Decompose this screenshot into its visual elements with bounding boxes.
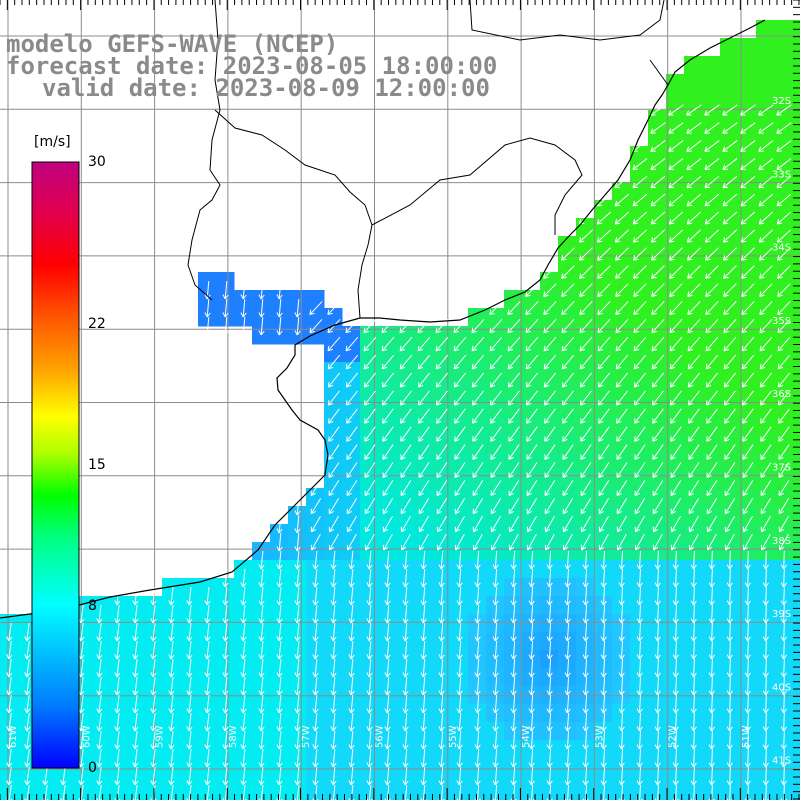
border-line-north [469,0,669,86]
longitude-labels: 61W60W59W58W57W56W55W54W53W52W51W50W [8,725,752,748]
lon-label-59w: 59W [155,725,166,748]
lat-label-32s: 32S [772,96,791,107]
lon-label-51w: 51W [741,725,752,748]
lat-label-38s: 38S [772,536,791,547]
lat-label-36s: 36S [772,389,791,400]
lat-label-33s: 33S [772,169,791,180]
wind-direction-arrows [6,104,792,800]
lon-label-53w: 53W [594,725,605,748]
colorbar-tick-8: 8 [88,598,97,615]
lon-label-60w: 60W [81,725,92,748]
lat-label-34s: 34S [772,243,791,254]
lat-label-40s: 40S [772,682,791,693]
lon-label-58w: 58W [228,725,239,748]
lat-label-35s: 35S [772,316,791,327]
lat-label-41s: 41S [772,756,791,767]
colorbar-unit: [m/s] [34,134,71,150]
lon-label-52w: 52W [668,725,679,748]
coastline [0,19,766,619]
lat-label-39s: 39S [772,609,791,620]
lat-label-37s: 37S [772,463,791,474]
lon-label-56w: 56W [375,725,386,748]
latitude-labels: 32S 33S 34S 35S 36S 37S 38S 39S 40S 41S [772,96,791,767]
colorbar [31,161,80,769]
colorbar-tick-0: 0 [88,760,97,776]
model-title: modelo GEFS-WAVE (NCEP) [6,30,339,58]
forecast-date: forecast date: 2023-08-05 18:00:00 [6,52,498,80]
border-line [187,0,583,319]
valid-date: valid date: 2023-08-09 12:00:00 [42,74,490,102]
colorbar-tick-30: 30 [88,154,106,170]
lon-label-57w: 57W [301,725,312,748]
lon-label-54w: 54W [521,725,532,748]
lon-label-61w: 61W [8,725,19,748]
colorbar-tick-15: 15 [88,457,106,473]
lon-label-55w: 55W [448,725,459,748]
colorbar-tick-22: 22 [88,315,106,332]
